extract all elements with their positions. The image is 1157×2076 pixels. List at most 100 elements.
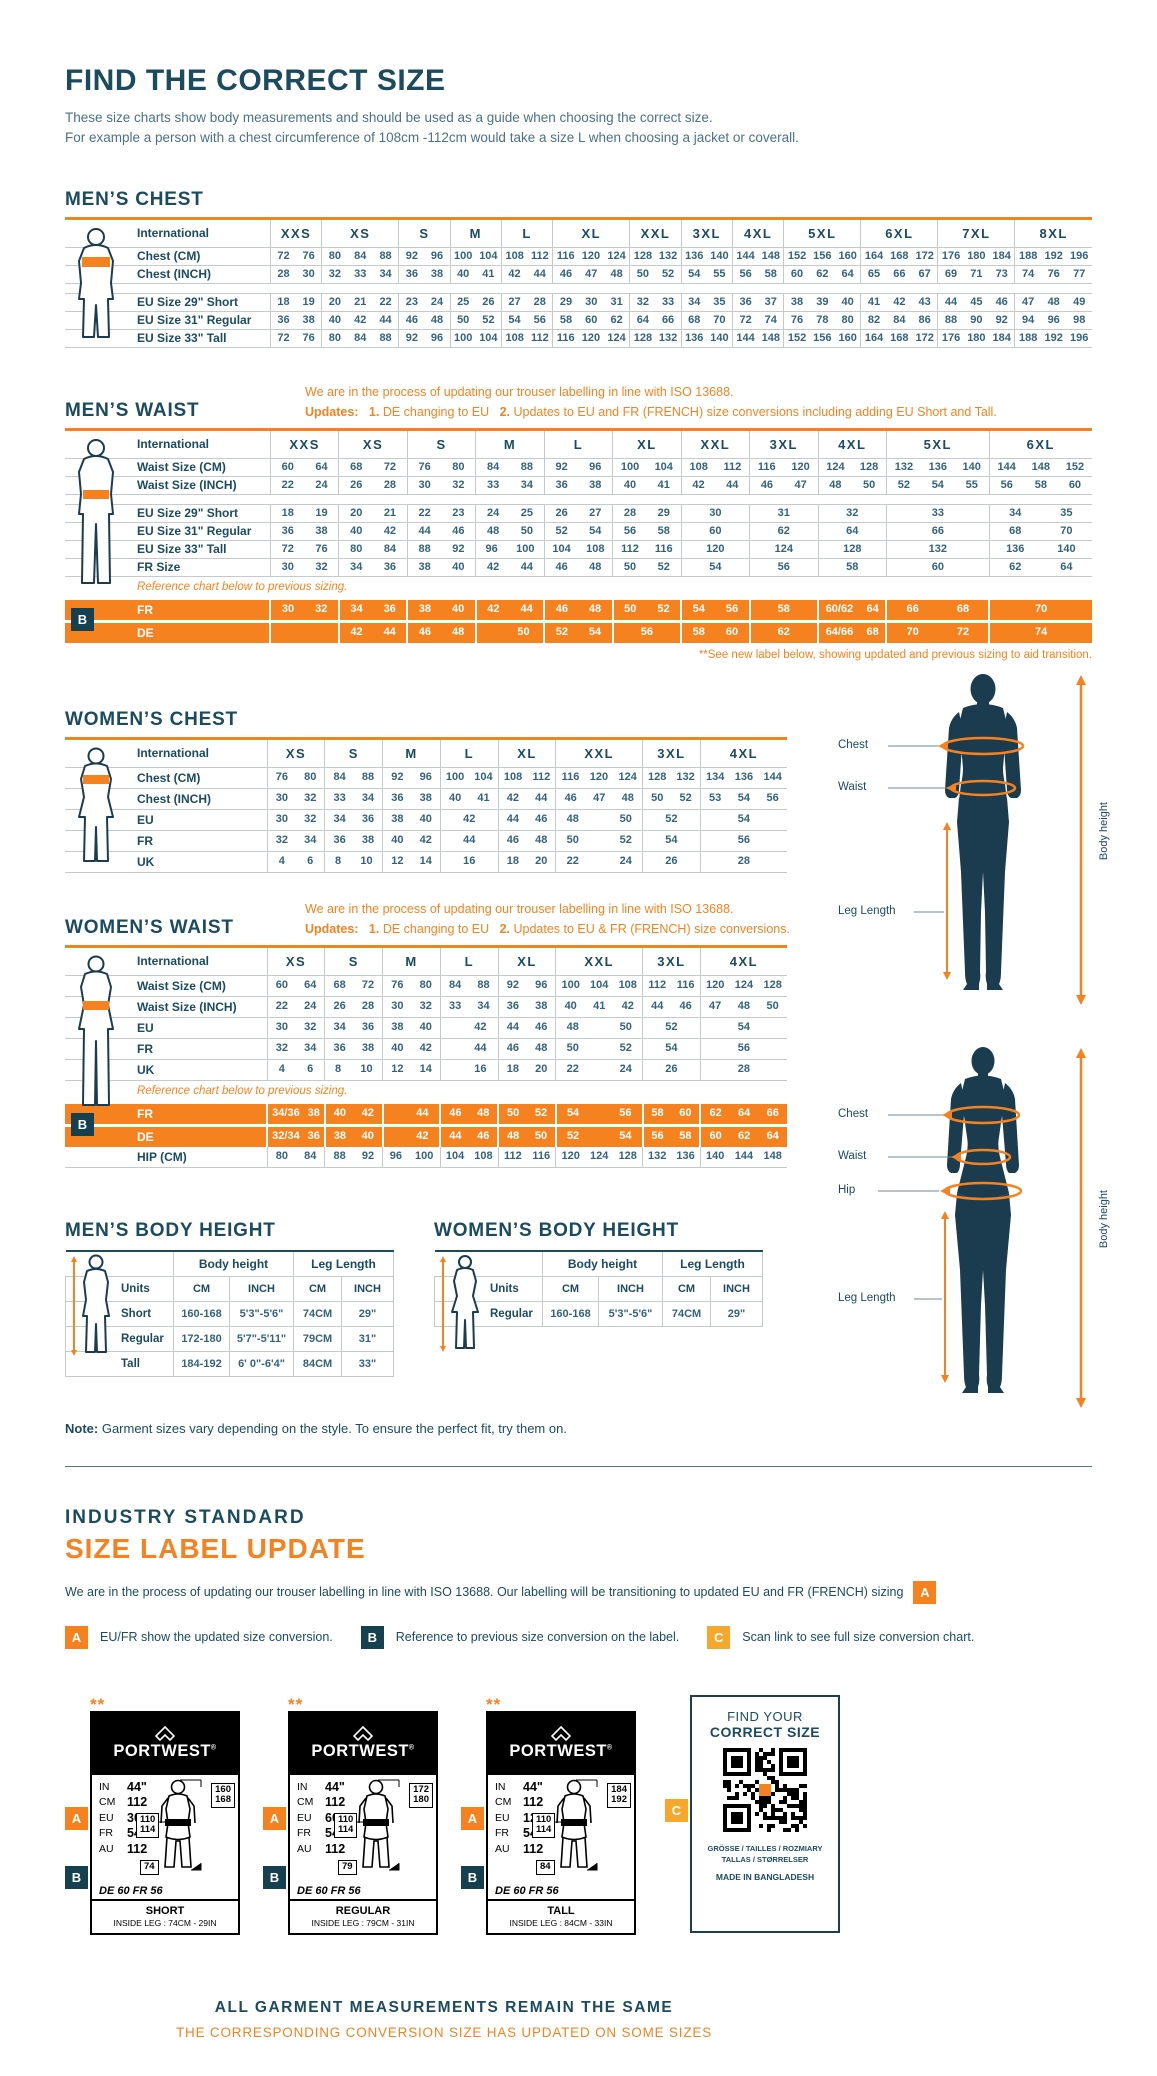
size-values: 68 70 <box>682 314 732 326</box>
size-value: 56 <box>619 1107 632 1119</box>
size-values: 40 42 <box>383 835 440 846</box>
size-values: 52 54 <box>557 1131 642 1142</box>
size-values: 46 48 <box>499 1043 556 1054</box>
size-values: 56 58 <box>613 525 680 537</box>
size-value: 80 <box>419 979 432 991</box>
size-cell: 80 84 <box>266 1146 325 1168</box>
size-column-header: S <box>324 946 383 976</box>
update-1-num: 1. <box>368 404 380 419</box>
size-column-header: 6XL <box>860 218 938 248</box>
size-value: 60 <box>1068 478 1082 491</box>
size-values: 44 46 <box>499 814 556 825</box>
size-cell: 100 104 <box>439 767 499 789</box>
size-cell: 92 96 <box>543 458 613 477</box>
size-value: 176 <box>941 249 961 262</box>
size-cell: 84 88 <box>439 975 499 997</box>
size-value: 40 <box>391 1042 404 1054</box>
waist-label: Waist <box>838 1150 867 1162</box>
size-values: 54 <box>643 835 700 846</box>
label-caption: TALL INSIDE LEG : 84CM - 33IN <box>488 1898 634 1933</box>
size-value: 68 <box>350 460 363 473</box>
size-values: 52 <box>643 1022 700 1033</box>
size-value: 28 <box>623 506 637 519</box>
size-cell: 62 <box>748 619 819 643</box>
size-values: 32 <box>819 507 886 519</box>
size-value: 4 <box>278 1063 285 1075</box>
size-value: 116 <box>676 979 695 991</box>
size-value: 44 <box>651 1000 664 1012</box>
size-value: 38 <box>333 1130 346 1142</box>
size-value: 80 <box>328 249 342 262</box>
waist-measure-box: 110 114 <box>136 1812 160 1839</box>
size-value: 38 <box>419 792 432 804</box>
size-values: 38 39 40 <box>784 295 860 308</box>
size-value: 84 <box>333 771 346 783</box>
size-value: 67 <box>918 267 931 280</box>
size-values: 18 19 <box>271 507 338 519</box>
size-cell: 34 36 <box>324 809 383 831</box>
header-row: International XS S M L XL XXL 3XL 4XL <box>65 946 787 976</box>
row-label: Waist Size (INCH) <box>65 476 271 495</box>
size-values: 74 <box>990 627 1092 638</box>
size-cell: 32 34 <box>266 830 325 852</box>
size-value: 46 <box>555 560 568 573</box>
size-values: 46 48 <box>441 1108 497 1119</box>
size-value: 164 <box>864 249 884 262</box>
size-value: 20 <box>535 855 548 867</box>
height-value: 160 <box>215 1783 231 1795</box>
size-cell: 56 58 60 <box>988 476 1092 495</box>
size-value: 62 <box>709 1107 722 1119</box>
label-figure-icon <box>155 1779 202 1870</box>
size-value: 184 <box>992 249 1011 262</box>
size-column-header: M <box>382 946 441 976</box>
unit-row: IN 44" <box>488 1780 634 1796</box>
size-values: 116 120 <box>750 461 817 473</box>
size-cell: 44 46 <box>642 996 701 1018</box>
size-value: 42 <box>350 626 363 638</box>
size-values: 58 60 <box>682 627 748 638</box>
size-value: 88 <box>418 542 431 555</box>
leg-length-group-header: Leg Length <box>293 1250 394 1277</box>
size-values: 44 46 <box>408 525 475 537</box>
size-value: 26 <box>665 855 678 867</box>
size-value: 44 <box>379 313 392 326</box>
waist-value: 110 <box>140 1813 156 1825</box>
size-value: 32 <box>315 603 328 615</box>
size-cell: 22 23 <box>406 504 476 523</box>
size-value: 58 <box>764 267 777 280</box>
size-value: 22 <box>566 1063 579 1075</box>
chest-label: Chest <box>838 739 869 751</box>
note-text: Garment sizes vary depending on the styl… <box>98 1420 567 1436</box>
size-value: 76 <box>790 313 804 326</box>
size-value: 6 <box>307 1063 314 1075</box>
size-column-header: 3XL <box>642 738 701 768</box>
size-values: 32 33 <box>630 296 680 308</box>
size-cell: 100 104 108 <box>555 975 643 997</box>
size-cell: 50 52 <box>642 788 701 810</box>
chest-label: Chest <box>838 1108 869 1120</box>
size-value: 34 <box>1009 506 1022 519</box>
size-cell: 36 38 <box>398 265 451 284</box>
size-cell: 34 35 <box>988 504 1092 523</box>
size-column-header: L <box>439 738 499 768</box>
size-value: 160 <box>838 249 857 262</box>
transition-asterisks: ** <box>486 1694 502 1714</box>
size-value: 64 <box>766 1130 779 1142</box>
size-value: 116 <box>561 771 580 783</box>
size-cell: 108 112 <box>497 767 556 789</box>
size-cell: 136 140 <box>680 247 733 266</box>
size-column-header: XXL <box>680 429 750 459</box>
size-values: 72 76 <box>271 543 338 555</box>
size-value: 38 <box>790 295 804 308</box>
size-value: 40 <box>841 295 854 308</box>
size-cell: 22 24 <box>269 476 339 495</box>
size-value: 50 <box>624 603 637 615</box>
size-value: 152 <box>1065 460 1085 473</box>
size-cell: 56 <box>611 619 682 643</box>
size-value: 172 <box>915 249 934 262</box>
waist-value: 110 <box>536 1813 552 1825</box>
size-value: 92 <box>405 331 418 344</box>
waist-value: 114 <box>338 1824 354 1836</box>
size-cell: 72 76 <box>269 247 322 266</box>
mens-waist-figure-icon <box>78 438 114 584</box>
